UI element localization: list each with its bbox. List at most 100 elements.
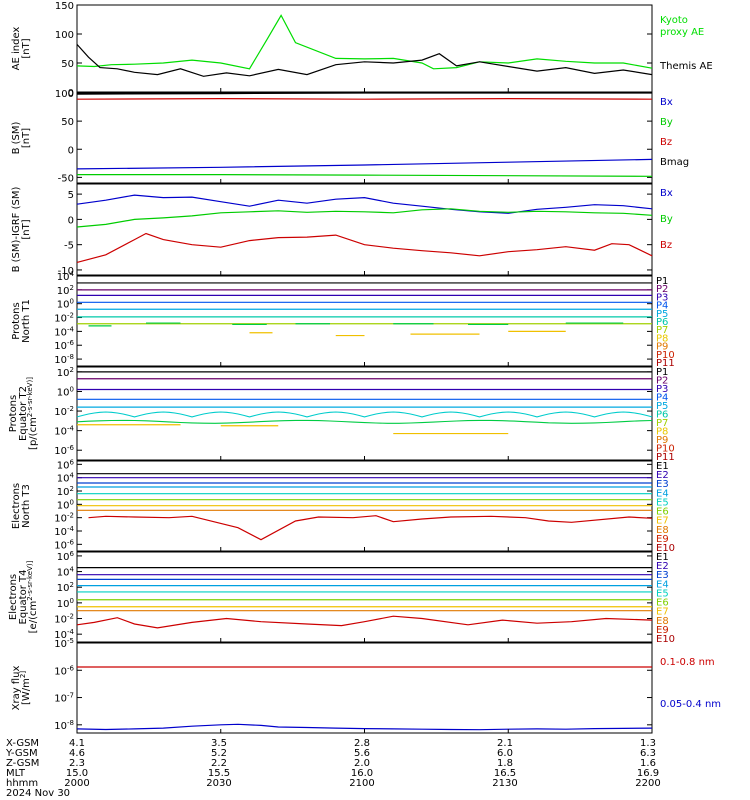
footer-value: 2.3 — [69, 758, 85, 769]
panel-frame — [76, 366, 653, 461]
legend-entry: E7 — [656, 516, 669, 527]
legend-entry: P7 — [656, 325, 668, 336]
legend-entry: E2 — [656, 470, 669, 481]
y-axis-label: [p/(cm2-s-sr-keV)] — [26, 377, 39, 450]
y-axis-label: [nT] — [21, 128, 32, 148]
series-line — [76, 97, 653, 100]
footer-value: 1.6 — [640, 758, 656, 769]
y-tick-label: 10-6 — [54, 664, 74, 677]
y-tick-label: 0 — [68, 215, 74, 226]
panel-frame — [76, 92, 653, 184]
y-tick-label: 104 — [57, 566, 75, 579]
legend-entry: P5 — [656, 309, 668, 320]
legend-entry: E1 — [656, 552, 669, 563]
legend-entry: P2 — [656, 284, 668, 295]
footer-row-label: MLT — [6, 768, 26, 779]
legend-entry: P10 — [656, 444, 675, 455]
legend-entry: E5 — [656, 497, 669, 508]
footer-value: 1.3 — [640, 738, 656, 749]
legend-entry: E5 — [656, 588, 669, 599]
legend-entry: E4 — [656, 579, 669, 590]
y-tick-label: 104 — [57, 472, 75, 485]
legend-entry: Bz — [660, 137, 672, 148]
legend-entry: E3 — [656, 479, 669, 490]
legend-entry: Bmag — [660, 157, 689, 168]
y-tick-label: 10-4 — [54, 628, 74, 641]
footer-value: 6.3 — [640, 748, 656, 759]
y-tick-label: 50 — [61, 117, 74, 128]
y-axis-label: B (SM) — [11, 121, 22, 154]
legend-entry: E6 — [656, 507, 669, 518]
footer-value: 16.9 — [637, 768, 659, 779]
legend-entry: E9 — [656, 625, 669, 636]
footer-value: 2100 — [349, 778, 374, 789]
y-tick-label: 5 — [68, 190, 74, 201]
legend-entry: P8 — [656, 333, 668, 344]
y-tick-label: 10-8 — [54, 719, 74, 732]
y-axis-label: North T1 — [21, 299, 32, 343]
legend-entry: Bx — [660, 97, 673, 108]
y-axis-label: Equator T4 — [18, 570, 29, 625]
y-tick-label: 106 — [57, 550, 75, 563]
y-tick-label: 100 — [55, 30, 74, 41]
y-tick-label: 100 — [57, 385, 74, 398]
legend-entry: E7 — [656, 607, 669, 618]
panel-frame — [76, 4, 653, 93]
legend-entry: E6 — [656, 598, 669, 609]
y-axis-label: Xray flux — [11, 666, 22, 711]
legend-entry: proxy AE — [660, 27, 704, 38]
legend-entry: P2 — [656, 376, 668, 387]
legend-entry: P11 — [656, 358, 675, 369]
legend-entry: P6 — [656, 410, 668, 421]
y-tick-label: 10-8 — [54, 353, 74, 366]
y-tick-label: 50 — [61, 59, 74, 70]
series-line — [76, 43, 653, 77]
panel-5: 102 100 10-2 10-4 10-6 Protons Equator T2 [p/(c… — [8, 366, 675, 463]
footer-row-label: Y-GSM — [5, 748, 38, 759]
y-tick-label: 104 — [57, 270, 75, 283]
panel-3: 5 0 -5 -10 B (SM)-IGRF (SM) [nT] Bx By Bz — [11, 183, 673, 277]
legend-entry: P1 — [656, 367, 668, 378]
legend-entry: By — [660, 117, 673, 128]
y-tick-label: 10-4 — [54, 325, 74, 338]
footer-value: 2200 — [635, 778, 660, 789]
footer-value: 5.6 — [354, 748, 370, 759]
legend: Bx By Bz Bmag — [660, 97, 689, 168]
legend-entry: P7 — [656, 418, 668, 429]
y-tick-label: 102 — [57, 485, 74, 498]
legend-entry: P9 — [656, 435, 668, 446]
legend-entry: E10 — [656, 543, 675, 554]
legend-entry: P1 — [656, 276, 668, 287]
legend-entry: E3 — [656, 570, 669, 581]
footer-value: 4.6 — [69, 748, 85, 759]
footer-value: 1.8 — [497, 758, 513, 769]
y-tick-label: 10-4 — [54, 425, 74, 438]
footer-value: 2.0 — [354, 758, 370, 769]
legend-entry: E4 — [656, 488, 669, 499]
panel-2: 100 50 0 -50 B (SM) [nT] Bx By Bz Bmag — [11, 89, 689, 184]
y-tick-label: 102 — [57, 284, 74, 297]
panel-frame — [76, 551, 653, 643]
legend-entry: P4 — [656, 301, 668, 312]
footer-value: 4.1 — [69, 738, 85, 749]
y-tick-label: 10-4 — [54, 525, 74, 538]
y-tick-label: -5 — [64, 241, 74, 252]
y-tick-label: 10-2 — [54, 512, 74, 525]
legend-entry: 0.05-0.4 nm — [660, 699, 721, 710]
legend-entry: E1 — [656, 461, 669, 472]
y-tick-label: 102 — [57, 581, 74, 594]
y-tick-label: -10 — [58, 266, 74, 277]
footer: X-GSM 4.1 3.5 2.8 2.1 1.3 Y-GSM 4.6 5.2 5.6 6.0 6.3… — [5, 738, 661, 799]
y-tick-label: 0 — [68, 88, 74, 99]
panel-8: 10-5 10-6 10-7 10-8 Xray flux [W/m2] 0.1-0.8 n… — [11, 637, 721, 734]
legend-entry: P11 — [656, 452, 675, 463]
legend-entry: P8 — [656, 427, 668, 438]
flux-wave-line — [76, 419, 653, 424]
y-tick-label: 106 — [57, 458, 75, 471]
